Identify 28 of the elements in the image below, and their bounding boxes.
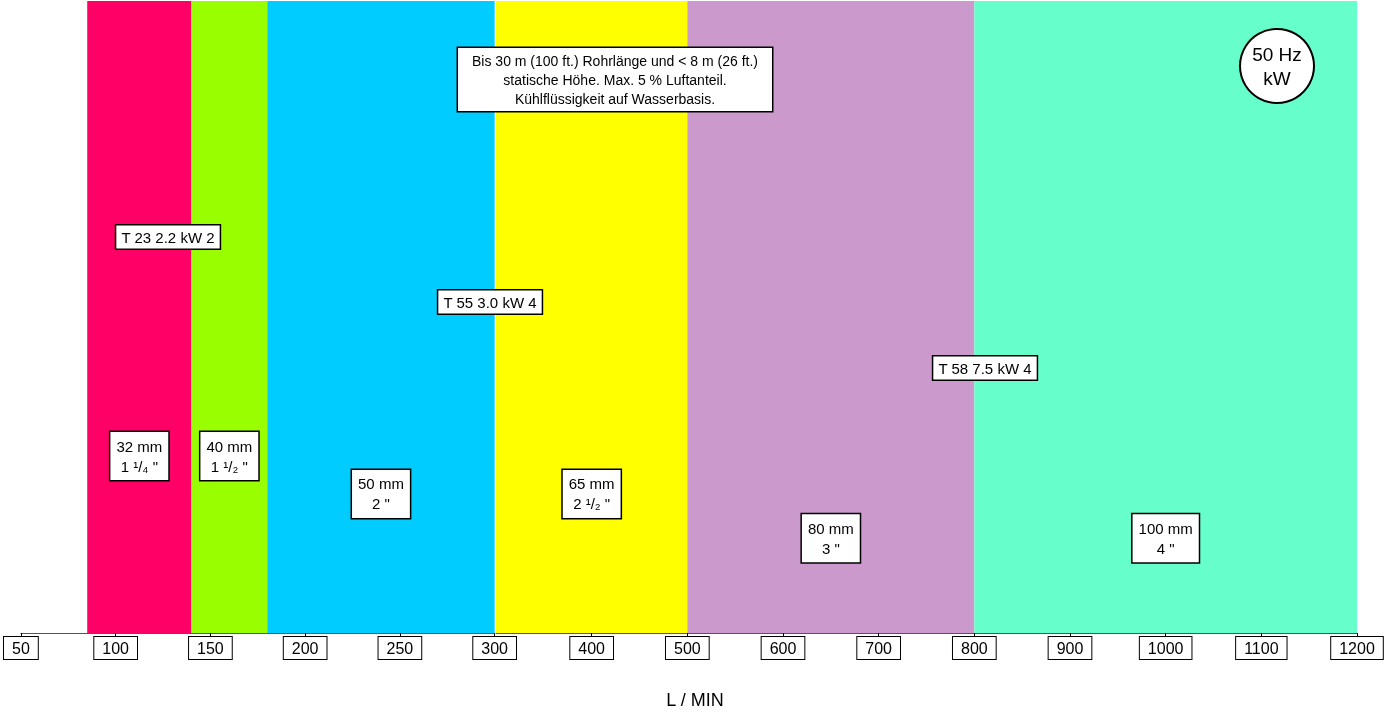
series-label: 100 mm 4 " [1138, 519, 1193, 557]
x-tick-label: 500 [673, 639, 701, 657]
x-tick-label: 1100 [1244, 639, 1279, 657]
x-tick-label: 50 [12, 639, 30, 657]
x-tick-label: 200 [291, 639, 319, 657]
series-label: 80 mm 3 " [807, 519, 854, 557]
x-axis-title: L / MIN [666, 690, 724, 710]
x-tick-label: 1000 [1147, 639, 1184, 657]
annotation: T 55 3.0 kW 4 [443, 293, 537, 311]
annotation: T 23 2.2 kW 2 [121, 228, 215, 246]
x-tick-label: 100 [102, 639, 130, 657]
x-tick-label: 250 [386, 639, 414, 657]
bar [974, 1, 1357, 633]
x-tick-label: 900 [1056, 639, 1084, 657]
x-tick-label: 1200 [1339, 639, 1375, 657]
x-tick-label: 800 [960, 639, 988, 657]
x-tick-label: 150 [197, 639, 224, 657]
x-tick-label: 600 [769, 639, 797, 657]
series-label: 65 mm 2 ¹/₂ " [568, 475, 615, 513]
x-tick-label: 400 [578, 639, 606, 657]
series-label: 40 mm 1 ¹/₂ " [206, 437, 253, 475]
series-label: 32 mm 1 ¹/₄ " [116, 437, 163, 475]
annotation: T 58 7.5 kW 4 [938, 359, 1032, 377]
annotation: 50 Hz kW [1252, 43, 1302, 89]
x-tick-label: 300 [481, 639, 509, 657]
annotation: Bis 30 m (100 ft.) Rohrlänge und < 8 m (26 ft.) statische Höhe. Max. 5 % Luftanteil. Kühlflüssigkeit auf Wasserbasis. [472, 52, 758, 107]
x-tick-label: 700 [865, 639, 893, 657]
series-label: 50 mm 2 " [358, 475, 404, 513]
